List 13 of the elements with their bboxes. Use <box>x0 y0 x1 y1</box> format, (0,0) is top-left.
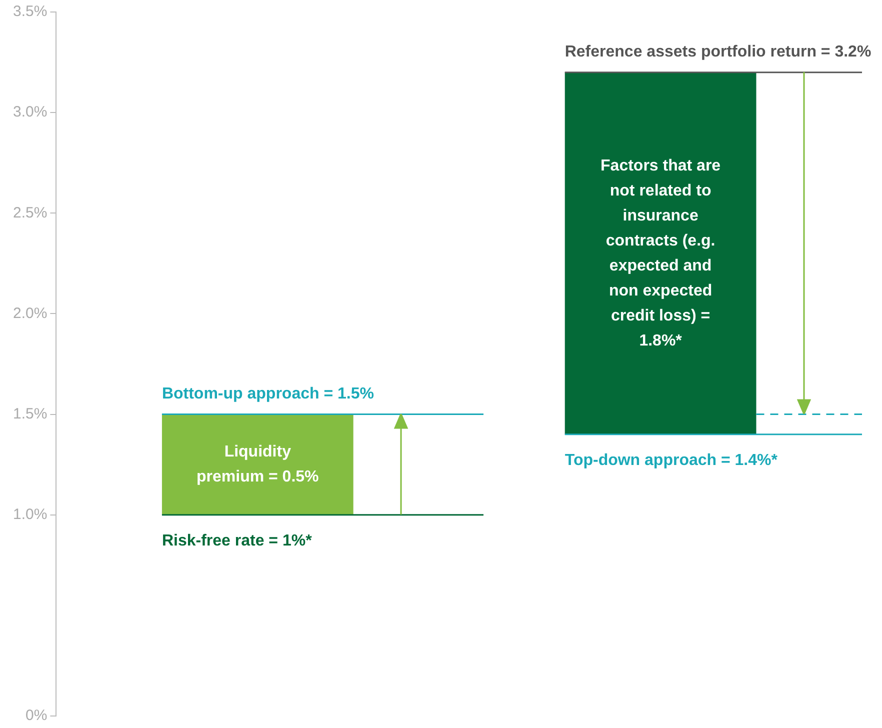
y-tick-label: 1.0% <box>12 506 48 523</box>
y-tick-label: 3.5% <box>12 3 48 20</box>
y-tick-label: 2.0% <box>12 304 48 322</box>
y-tick-label: 3.0% <box>12 104 48 121</box>
y-tick-label: 2.5% <box>12 204 48 222</box>
ref-line-label: Bottom-up approach = 1.5% <box>162 386 374 403</box>
ref-line-label: Reference assets portfolio return = 3.2% <box>564 44 872 61</box>
ref-line-label: Top-down approach = 1.4%* <box>564 452 778 469</box>
y-tick-label: 1.5% <box>12 405 48 422</box>
y-tick-label: 0% <box>26 707 48 724</box>
ref-line-label: Risk-free rate = 1%* <box>162 532 313 550</box>
data-label: Factors that are not related to insurance contracts (e.g. expected and non expected credit loss) = 1.8%* <box>600 157 721 350</box>
data-label: Liquidity premium = 0.5% <box>196 443 319 486</box>
